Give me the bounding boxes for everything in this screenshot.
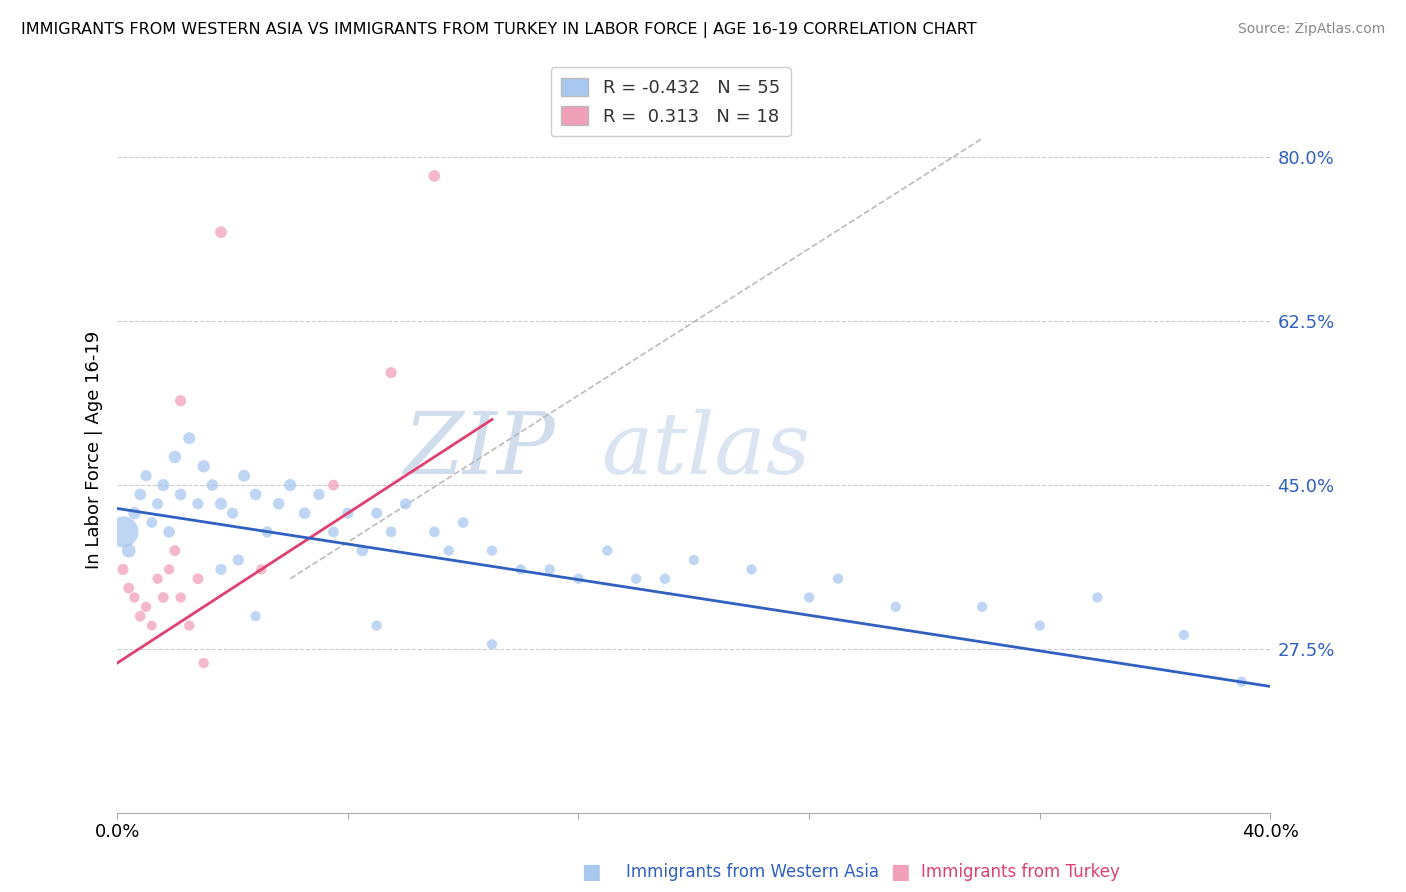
- Point: [111, 524, 134, 539]
- Point: [193, 459, 215, 474]
- Text: Source: ZipAtlas.com: Source: ZipAtlas.com: [1237, 22, 1385, 37]
- Point: [118, 543, 141, 558]
- Point: [624, 572, 647, 586]
- Point: [267, 497, 290, 511]
- Text: Immigrants from Turkey: Immigrants from Turkey: [921, 863, 1119, 881]
- Text: atlas: atlas: [602, 409, 811, 491]
- Point: [179, 618, 201, 632]
- Point: [118, 581, 141, 595]
- Point: [256, 524, 278, 539]
- Point: [209, 562, 232, 576]
- Point: [245, 609, 267, 624]
- Point: [278, 478, 301, 492]
- Point: [141, 516, 163, 530]
- Point: [124, 506, 146, 520]
- Point: [169, 591, 191, 605]
- Point: [884, 599, 907, 614]
- Point: [308, 487, 330, 501]
- Point: [394, 497, 416, 511]
- Point: [187, 497, 209, 511]
- Point: [380, 366, 402, 380]
- Point: [423, 169, 446, 183]
- Point: [135, 468, 157, 483]
- Point: [129, 609, 152, 624]
- Point: [366, 506, 388, 520]
- Point: [322, 478, 344, 492]
- Text: IMMIGRANTS FROM WESTERN ASIA VS IMMIGRANTS FROM TURKEY IN LABOR FORCE | AGE 16-1: IMMIGRANTS FROM WESTERN ASIA VS IMMIGRAN…: [21, 22, 977, 38]
- Point: [135, 599, 157, 614]
- Point: [682, 553, 704, 567]
- Text: ■: ■: [581, 863, 600, 882]
- Point: [157, 524, 180, 539]
- Point: [169, 487, 191, 501]
- Point: [366, 618, 388, 632]
- Point: [481, 543, 503, 558]
- Point: [1230, 674, 1253, 689]
- Point: [654, 572, 676, 586]
- Point: [179, 431, 201, 445]
- Text: ■: ■: [890, 863, 910, 882]
- Point: [740, 562, 762, 576]
- Point: [152, 478, 174, 492]
- Y-axis label: In Labor Force | Age 16-19: In Labor Force | Age 16-19: [86, 331, 103, 569]
- Point: [152, 591, 174, 605]
- Point: [827, 572, 849, 586]
- Point: [209, 225, 232, 239]
- Point: [322, 524, 344, 539]
- Point: [380, 524, 402, 539]
- Point: [481, 637, 503, 651]
- Point: [124, 591, 146, 605]
- Point: [972, 599, 994, 614]
- Point: [226, 553, 249, 567]
- Point: [1029, 618, 1052, 632]
- Point: [146, 572, 169, 586]
- Point: [437, 543, 460, 558]
- Point: [163, 450, 186, 464]
- Point: [163, 543, 186, 558]
- Point: [233, 468, 256, 483]
- Point: [157, 562, 180, 576]
- Point: [567, 572, 589, 586]
- Point: [187, 572, 209, 586]
- Point: [201, 478, 224, 492]
- Point: [111, 562, 134, 576]
- Point: [1087, 591, 1109, 605]
- Text: ZIP: ZIP: [404, 409, 555, 491]
- Point: [146, 497, 169, 511]
- Point: [352, 543, 374, 558]
- Point: [193, 656, 215, 670]
- Point: [596, 543, 619, 558]
- Point: [245, 487, 267, 501]
- Point: [221, 506, 243, 520]
- Point: [141, 618, 163, 632]
- Point: [169, 393, 191, 408]
- Point: [250, 562, 273, 576]
- Point: [797, 591, 820, 605]
- Point: [423, 524, 446, 539]
- Text: Immigrants from Western Asia: Immigrants from Western Asia: [626, 863, 879, 881]
- Point: [209, 497, 232, 511]
- Point: [509, 562, 531, 576]
- Point: [538, 562, 561, 576]
- Point: [336, 506, 359, 520]
- Point: [129, 487, 152, 501]
- Point: [1173, 628, 1195, 642]
- Point: [451, 516, 474, 530]
- Legend: R = -0.432   N = 55, R =  0.313   N = 18: R = -0.432 N = 55, R = 0.313 N = 18: [551, 67, 792, 136]
- Point: [294, 506, 316, 520]
